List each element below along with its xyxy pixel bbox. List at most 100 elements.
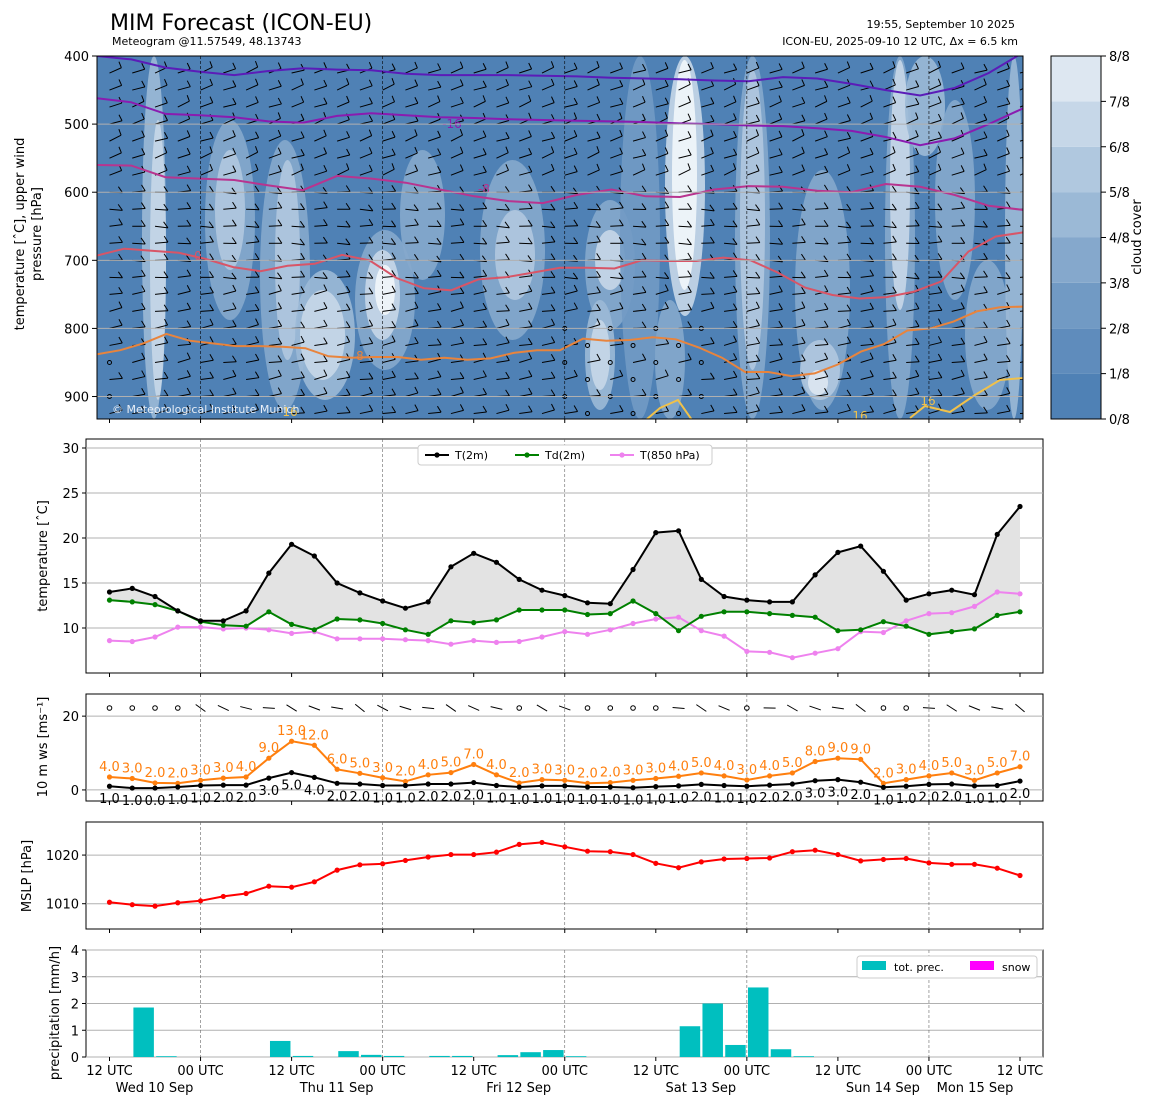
wind-barb <box>359 360 373 363</box>
mslp-point <box>584 848 591 854</box>
wind-barb-flag <box>846 318 851 326</box>
isotherm-line <box>97 97 1023 147</box>
wind-barb <box>405 392 419 398</box>
wind-barb <box>223 207 237 210</box>
wind-barb <box>883 409 897 415</box>
colorbar-segment <box>1051 282 1101 329</box>
wind-barb-flag <box>983 163 987 170</box>
wind-barb <box>678 291 692 295</box>
wind-barb-flag <box>141 285 146 292</box>
colorbar-tick-label: 1/8 <box>1109 368 1130 383</box>
cloud-patch <box>655 300 685 419</box>
wind-barb-flag <box>368 319 374 326</box>
wind-barb <box>200 84 213 91</box>
wind-barb <box>723 291 737 295</box>
wind-barb <box>792 120 806 125</box>
wind-barb <box>450 224 464 227</box>
wind-barb-flag <box>186 405 192 412</box>
wind-barb <box>268 170 282 176</box>
mean-wind-point <box>129 785 135 791</box>
wind-barb-flag <box>368 61 373 69</box>
wind-barb-flag <box>277 272 283 279</box>
wind-barb <box>246 56 249 57</box>
wind-barb <box>1019 361 1023 363</box>
wind-barb-flag <box>414 404 419 411</box>
wind-barb <box>405 307 419 312</box>
wind-barb-flag <box>733 130 737 138</box>
wind-barb <box>678 276 692 278</box>
wind-barb <box>473 171 487 176</box>
wind-barb <box>291 154 305 159</box>
wind-barb <box>564 411 578 415</box>
wind-barb-flag <box>619 147 623 154</box>
wind-barb <box>132 56 134 57</box>
wind-barb-flag <box>846 286 852 294</box>
wind-barb-flag <box>1029 186 1033 192</box>
wind-barb <box>974 169 987 176</box>
wind-barb <box>177 56 180 57</box>
wind-barb <box>359 85 373 91</box>
wind-barb-flag <box>824 95 828 102</box>
wind-barb <box>336 169 350 176</box>
mean-wind-point <box>880 784 887 790</box>
wind-barb-flag <box>710 287 715 294</box>
wind-barb-flag <box>595 221 601 228</box>
wind-barb-flag <box>664 97 669 104</box>
wind-barb-flag <box>504 186 510 193</box>
wind-barb <box>883 225 897 229</box>
wind-barb <box>359 135 372 142</box>
wind-barb-flag <box>755 354 761 362</box>
gust-point <box>152 780 158 786</box>
td2m-point <box>402 627 409 633</box>
wind-barb-flag <box>323 284 328 291</box>
mean-wind-point <box>266 775 272 781</box>
wind-barb-flag <box>209 318 214 326</box>
y-tick-label: 20 <box>62 532 79 547</box>
wind-barb-flag <box>711 45 713 51</box>
t850-point <box>789 655 795 661</box>
mslp-point <box>357 862 363 868</box>
wind-barb-flag <box>164 164 168 171</box>
td2m-point <box>289 621 295 628</box>
mean-wind-point <box>243 782 249 788</box>
wind-barb-flag <box>824 165 829 173</box>
mslp-point <box>266 883 272 889</box>
wind-barb-flag <box>960 405 965 412</box>
wind-barb <box>473 308 487 312</box>
gust-point <box>448 769 454 776</box>
wind-barb-flag <box>846 389 852 397</box>
wind-barb <box>541 84 555 91</box>
mean-wind-label: 1.0 <box>714 792 735 807</box>
wind-barb-flag <box>482 130 487 137</box>
wind-barb-flag <box>437 80 442 88</box>
wind-barb <box>860 375 874 380</box>
wind-barb <box>109 241 123 244</box>
wind-barb <box>473 86 487 91</box>
wind-barb <box>200 292 214 295</box>
wind-barb-flag <box>255 131 260 138</box>
wind-barb-flag <box>801 319 806 326</box>
surface-barb <box>1015 703 1025 713</box>
wind-barb-flag <box>551 131 556 139</box>
t2m-point <box>129 585 135 592</box>
wind-barb-flag <box>710 372 715 380</box>
t2m-point <box>380 598 386 604</box>
wind-barb-flag <box>892 271 897 278</box>
wind-barb <box>906 361 920 363</box>
wind-barb <box>723 376 737 380</box>
wind-barb-flag <box>528 320 533 327</box>
wind-barb <box>132 376 146 380</box>
wind-barb <box>541 66 554 74</box>
wind-barb-flag <box>209 78 213 86</box>
wind-barb-flag <box>459 336 465 344</box>
wind-barb-flag <box>117 186 123 193</box>
wind-barb <box>837 377 851 380</box>
wind-barb-flag <box>231 187 237 195</box>
mean-wind-point <box>448 781 454 787</box>
wind-barb-flag <box>755 204 761 211</box>
precip-bar <box>269 1040 291 1057</box>
wind-barb <box>610 85 623 91</box>
wind-barb-flag <box>892 286 897 294</box>
wind-barb <box>223 308 237 312</box>
wind-barb <box>519 136 532 142</box>
